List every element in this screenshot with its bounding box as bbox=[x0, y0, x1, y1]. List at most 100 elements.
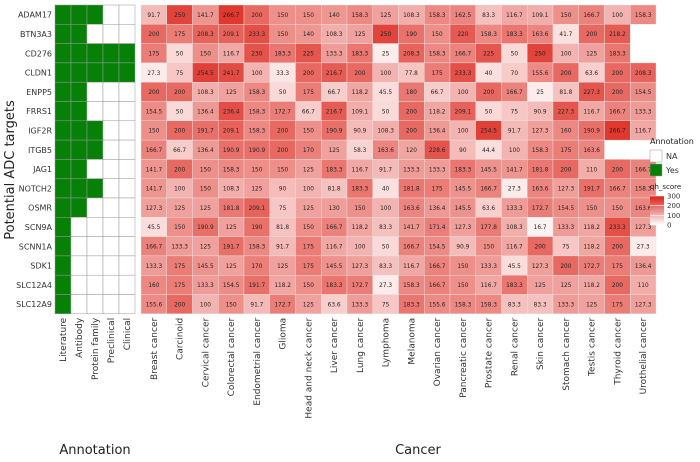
cell-value-label: 63.6 bbox=[585, 71, 598, 77]
annotation-cell bbox=[86, 236, 104, 257]
annotation-cell bbox=[118, 294, 136, 315]
cell-value-label: 90 bbox=[279, 187, 287, 193]
annotation-cell bbox=[54, 81, 72, 102]
cell-value-label: 200 bbox=[148, 32, 159, 38]
cell-value-label: 50 bbox=[485, 109, 493, 115]
cell-value-label: 200 bbox=[612, 71, 623, 77]
cell-value-label: 116.7 bbox=[352, 167, 369, 173]
annotation-cell bbox=[102, 197, 120, 218]
score-legend-tick-label: 0 bbox=[667, 222, 671, 230]
cancer-label: Lung cancer bbox=[356, 318, 366, 373]
cancer-label: Thyroid cancer bbox=[613, 318, 623, 386]
cell-value-label: 133.3 bbox=[558, 302, 575, 308]
cell-value-label: 108.3 bbox=[403, 13, 420, 19]
cancer-label: Skin cancer bbox=[536, 318, 546, 371]
cancer-label: Testis cancer bbox=[588, 318, 598, 377]
cell-value-label: 90.9 bbox=[534, 109, 547, 115]
cell-value-label: 183.3 bbox=[326, 283, 343, 289]
annotation-cell bbox=[54, 255, 72, 276]
score-legend-tick-label: 300 bbox=[667, 193, 680, 201]
cell-value-label: 90.9 bbox=[353, 129, 366, 135]
cell-value-label: 155.6 bbox=[146, 302, 163, 308]
cell-value-label: 172.7 bbox=[352, 283, 369, 289]
cell-value-label: 75 bbox=[511, 109, 519, 115]
cell-value-label: 125 bbox=[329, 148, 340, 154]
cell-value-label: 216.7 bbox=[326, 109, 343, 115]
annotation-column-label: Preclinical bbox=[107, 318, 117, 363]
cell-value-label: 100 bbox=[380, 71, 391, 77]
annotation-cell bbox=[102, 101, 120, 122]
cell-value-label: 136.4 bbox=[635, 264, 652, 270]
cell-value-label: 130 bbox=[329, 206, 340, 212]
cell-value-label: 81.8 bbox=[276, 225, 289, 231]
annotation-cell bbox=[86, 197, 104, 218]
annotation-legend-label: Yes bbox=[665, 166, 679, 175]
cell-value-label: 81.8 bbox=[328, 187, 341, 193]
annotation-cell bbox=[118, 4, 136, 25]
cell-value-label: 150 bbox=[303, 13, 314, 19]
cell-value-label: 175 bbox=[148, 51, 159, 57]
cell-value-label: 125 bbox=[200, 206, 211, 212]
cell-value-label: 175 bbox=[612, 302, 623, 308]
cell-value-label: 150 bbox=[277, 167, 288, 173]
cell-value-label: 216.7 bbox=[326, 71, 343, 77]
cell-value-label: 66.7 bbox=[173, 148, 186, 154]
annotation-cell bbox=[86, 101, 104, 122]
cell-value-label: 166.7 bbox=[455, 51, 472, 57]
cell-value-label: 66.7 bbox=[328, 90, 341, 96]
annotation-cell bbox=[86, 294, 104, 315]
cell-value-label: 166.7 bbox=[609, 187, 626, 193]
cell-value-label: 91.7 bbox=[250, 302, 263, 308]
cell-value-label: 133.3 bbox=[326, 51, 343, 57]
cell-value-label: 180 bbox=[406, 90, 417, 96]
cell-value-label: 27.3 bbox=[147, 71, 160, 77]
annotation-cell bbox=[86, 43, 104, 64]
gene-label: BTN3A3 bbox=[20, 30, 52, 39]
cell-value-label: 116.7 bbox=[223, 51, 240, 57]
cell-value-label: 75 bbox=[382, 302, 390, 308]
cell-value-label: 209.1 bbox=[223, 129, 240, 135]
cell-value-label: 166.7 bbox=[429, 283, 446, 289]
cell-value-label: 209.1 bbox=[455, 109, 472, 115]
cell-value-label: 141.7 bbox=[146, 167, 163, 173]
cell-value-label: 77.8 bbox=[405, 71, 418, 77]
cell-value-label: 125 bbox=[303, 302, 314, 308]
annotation-cell bbox=[70, 274, 88, 295]
annotation-cell bbox=[118, 236, 136, 257]
cell-value-label: 16.7 bbox=[534, 225, 547, 231]
cell-value-label: 25 bbox=[382, 51, 390, 57]
annotation-cell bbox=[54, 101, 72, 122]
annotation-column-label: Protein family bbox=[91, 317, 101, 380]
cell-value-label: 200 bbox=[560, 71, 571, 77]
cell-value-label: 154.5 bbox=[146, 109, 163, 115]
cell-value-label: 70 bbox=[511, 71, 519, 77]
cell-value-label: 120 bbox=[406, 148, 417, 154]
annotation-cell bbox=[54, 139, 72, 160]
annotation-cell bbox=[102, 120, 120, 141]
cancer-label: Liver cancer bbox=[330, 318, 340, 374]
cell-value-label: 160 bbox=[148, 283, 159, 289]
cell-value-label: 158.3 bbox=[455, 302, 472, 308]
cell-value-label: 127.3 bbox=[558, 187, 575, 193]
cell-value-label: 150 bbox=[432, 32, 443, 38]
annotation-cell bbox=[54, 120, 72, 141]
cell-value-label: 45.5 bbox=[508, 264, 521, 270]
cell-value-label: 116.7 bbox=[635, 129, 652, 135]
cell-value-label: 100 bbox=[200, 302, 211, 308]
cell-value-label: 200 bbox=[174, 90, 185, 96]
cell-value-label: 150 bbox=[251, 167, 262, 173]
cell-value-label: 166.7 bbox=[635, 167, 652, 173]
cancer-label: Prostate cancer bbox=[485, 318, 495, 389]
annotation-cell bbox=[54, 236, 72, 257]
cell-value-label: 150 bbox=[226, 302, 237, 308]
cell-value-label: 140 bbox=[329, 13, 340, 19]
cell-value-label: 108.3 bbox=[197, 90, 214, 96]
y-axis-title: Potential ADC targets bbox=[3, 100, 18, 240]
cell-value-label: 125 bbox=[560, 283, 571, 289]
cell-value-label: 233.3 bbox=[609, 225, 626, 231]
cell-value-label: 136.4 bbox=[197, 109, 214, 115]
cell-value-label: 127.3 bbox=[352, 264, 369, 270]
cell-value-label: 181.8 bbox=[223, 206, 240, 212]
